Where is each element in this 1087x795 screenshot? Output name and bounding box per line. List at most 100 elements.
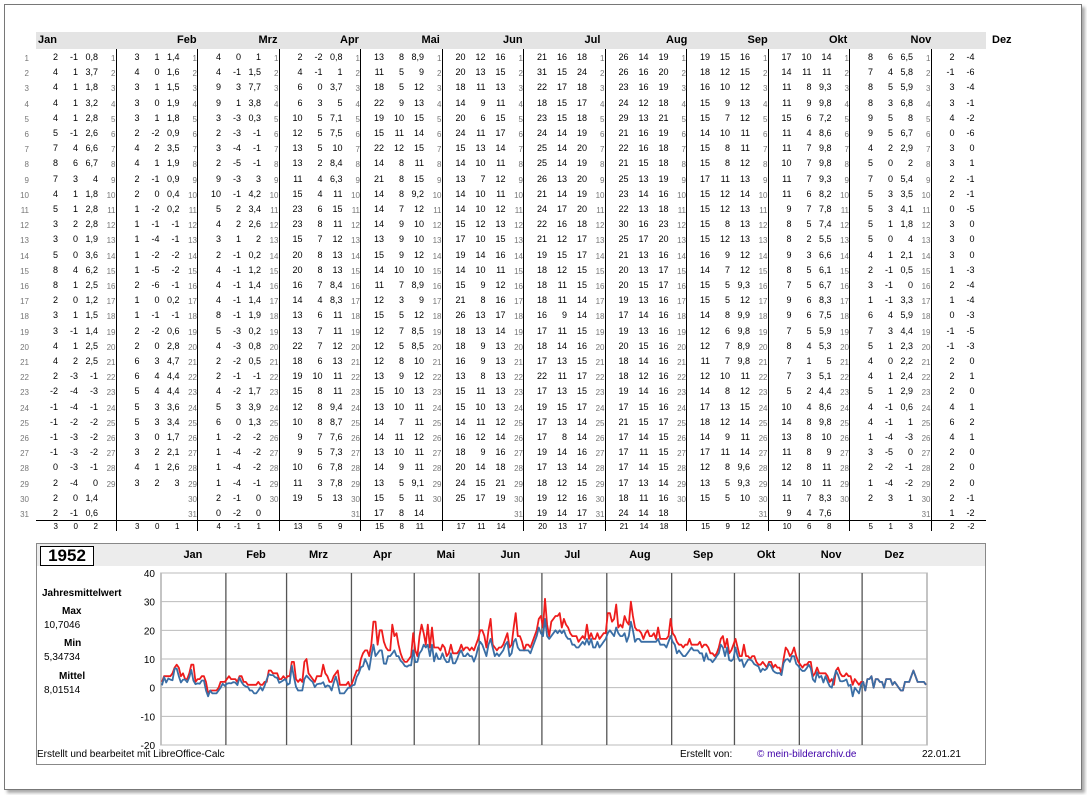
day-max-value: 25 [618,173,629,184]
day-number: 27 [20,449,29,459]
day-mean-value: -2 [89,432,98,442]
day-max-value: 4 [949,432,955,442]
day-min-value: 9 [724,432,730,442]
day-min-value: 0 [969,386,975,397]
day-max-value: 7 [52,143,58,154]
day-max-value: 8 [786,264,792,275]
day-max-value: 0 [215,508,221,518]
day-mean-value: 0,2 [248,249,261,260]
day-max-value: 14 [373,188,384,199]
day-max-value: 10 [292,112,303,123]
day-number: 30 [20,494,29,504]
day-min-value: 14 [556,128,567,138]
day-mean-value: 7,5 [329,128,343,138]
day-number: 6 [763,130,768,139]
month-header-okt: Okt [829,34,848,46]
day-min-value: 3 [398,295,404,306]
day-min-value: 9 [398,249,404,260]
day-number: 26 [351,434,360,443]
day-number: 5 [681,114,686,124]
day-min-value: 0 [969,477,975,488]
month-avg-mean-value: 11 [415,522,424,531]
day-max-value: 16 [699,82,710,93]
day-max-value: -1 [49,432,58,442]
day-min-value: 11 [802,67,812,78]
day-max-value: 19 [618,386,629,397]
day-number: 8 [600,160,605,170]
day-mean-value: 1,4 [248,295,261,306]
day-number: 19 [351,327,360,337]
day-min-value: 0 [887,234,893,245]
day-number: 1 [355,54,360,63]
day-max-value: 18 [536,295,547,306]
chart-month-nov: Nov [820,549,842,561]
day-number: 24 [188,403,197,413]
day-mean-value: 16 [658,340,669,351]
day-min-value: 3 [235,82,241,93]
day-number: 7 [24,145,29,155]
day-mean-value: 6,5 [900,52,913,62]
day-mean-value: 12 [739,249,750,260]
day-number: 13 [758,236,768,246]
day-max-value: 2 [949,52,955,62]
day-number: 20 [432,342,442,352]
day-number: 14 [595,251,605,261]
day-max-value: 7 [786,371,792,382]
day-min-value: -1 [232,188,241,199]
day-mean-value: 1,2 [85,295,98,306]
day-min-value: 11 [557,371,567,382]
day-max-value: 16 [292,280,303,290]
chart-month-feb: Feb [246,549,266,561]
day-max-value: 1 [949,508,955,518]
day-mean-value: 15 [658,462,669,473]
day-min-value: 0 [969,219,975,230]
month-avg-min-value: 11 [477,522,486,531]
day-number: 26 [432,434,442,443]
day-min-value: -1 [966,97,975,108]
day-mean-value: 13 [495,371,506,382]
day-max-value: 26 [618,52,629,62]
day-max-value: 18 [536,264,547,275]
day-min-value: 7 [317,234,323,245]
day-mean-value: -2 [252,447,261,458]
day-number: 7 [192,145,197,155]
day-mean-value: 1,2 [248,264,261,275]
day-number: 28 [595,464,605,474]
day-number: 8 [24,160,29,170]
day-min-value: 4 [887,310,893,321]
day-min-value: -4 [966,280,975,290]
day-mean-value: 5 [337,97,343,108]
day-min-value: 0 [154,295,160,306]
day-max-value: 2 [297,52,303,62]
day-number: 19 [758,327,768,337]
day-max-value: 16 [536,310,547,321]
month-header-feb: Feb [177,34,197,46]
day-max-value: 8 [786,234,792,245]
day-max-value: 14 [373,158,384,169]
day-mean-value: 11 [414,462,424,473]
day-min-value: 7 [806,173,812,184]
day-min-value: 10 [801,477,812,488]
day-min-value: 12 [719,204,730,214]
day-min-value: 1 [72,310,78,321]
day-min-value: 1 [235,97,241,108]
day-number: 2 [844,69,849,79]
day-min-value: -3 [966,310,975,321]
day-number: 4 [355,99,360,109]
day-mean-value: 2,2 [900,356,913,366]
day-number: 1 [437,54,442,63]
day-number: 5 [24,114,29,124]
footer-site-link[interactable]: © mein-bilderarchiv.de [757,749,857,760]
day-number: 13 [432,236,442,246]
day-max-value: 15 [455,401,466,412]
month-avg-min-value: -2 [967,522,975,531]
month-avg-min-value: 1 [888,522,893,531]
day-min-value: 5 [724,492,730,503]
day-min-value: -2 [69,416,78,427]
day-mean-value: 13 [413,386,424,397]
day-number: 29 [677,479,686,489]
day-min-value: 5 [724,295,730,306]
day-max-value: 4 [215,52,221,62]
day-mean-value: 15 [495,112,506,123]
day-mean-value: -1 [171,280,180,290]
